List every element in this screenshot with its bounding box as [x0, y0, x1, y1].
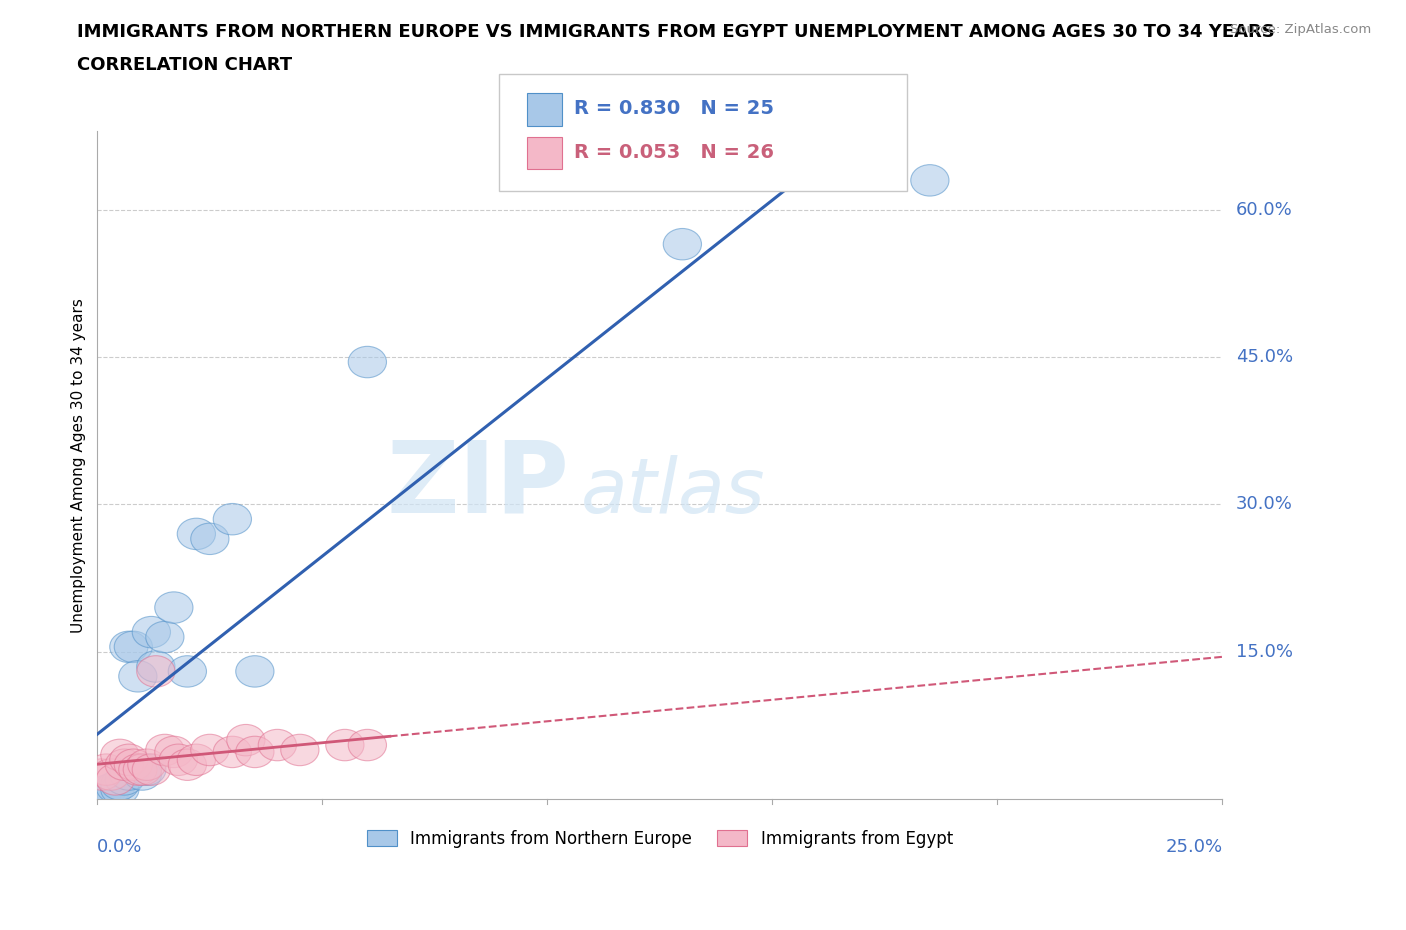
- Ellipse shape: [177, 744, 215, 776]
- Ellipse shape: [87, 754, 125, 785]
- Text: R = 0.053   N = 26: R = 0.053 N = 26: [574, 143, 773, 162]
- Ellipse shape: [91, 774, 129, 805]
- Ellipse shape: [91, 759, 129, 790]
- Ellipse shape: [664, 229, 702, 259]
- Ellipse shape: [136, 651, 174, 683]
- Text: 0.0%: 0.0%: [97, 838, 143, 857]
- Text: IMMIGRANTS FROM NORTHERN EUROPE VS IMMIGRANTS FROM EGYPT UNEMPLOYMENT AMONG AGES: IMMIGRANTS FROM NORTHERN EUROPE VS IMMIG…: [77, 23, 1275, 41]
- Ellipse shape: [911, 165, 949, 196]
- Ellipse shape: [159, 744, 197, 776]
- Text: Source: ZipAtlas.com: Source: ZipAtlas.com: [1230, 23, 1371, 36]
- Ellipse shape: [146, 621, 184, 653]
- Ellipse shape: [124, 754, 162, 785]
- Ellipse shape: [114, 631, 152, 662]
- Ellipse shape: [83, 778, 121, 810]
- Ellipse shape: [118, 660, 157, 692]
- Ellipse shape: [191, 735, 229, 765]
- Ellipse shape: [326, 729, 364, 761]
- Text: atlas: atlas: [581, 455, 766, 529]
- Ellipse shape: [132, 617, 170, 648]
- Ellipse shape: [349, 729, 387, 761]
- Ellipse shape: [101, 739, 139, 771]
- Text: 60.0%: 60.0%: [1236, 201, 1292, 219]
- Ellipse shape: [105, 749, 143, 780]
- Ellipse shape: [349, 346, 387, 378]
- Ellipse shape: [214, 503, 252, 535]
- Ellipse shape: [118, 754, 157, 785]
- Ellipse shape: [146, 735, 184, 765]
- Ellipse shape: [155, 737, 193, 767]
- Ellipse shape: [169, 749, 207, 780]
- Ellipse shape: [101, 774, 139, 805]
- Text: 30.0%: 30.0%: [1236, 496, 1292, 513]
- Ellipse shape: [169, 656, 207, 687]
- Ellipse shape: [83, 759, 121, 790]
- Legend: Immigrants from Northern Europe, Immigrants from Egypt: Immigrants from Northern Europe, Immigra…: [360, 823, 959, 854]
- Ellipse shape: [259, 729, 297, 761]
- Ellipse shape: [110, 631, 148, 662]
- Ellipse shape: [132, 754, 170, 785]
- Ellipse shape: [101, 768, 139, 800]
- Text: CORRELATION CHART: CORRELATION CHART: [77, 56, 292, 73]
- Ellipse shape: [105, 764, 143, 795]
- Text: 25.0%: 25.0%: [1166, 838, 1222, 857]
- Text: ZIP: ZIP: [387, 437, 569, 534]
- Ellipse shape: [155, 591, 193, 623]
- Ellipse shape: [236, 737, 274, 767]
- Ellipse shape: [96, 772, 135, 803]
- Ellipse shape: [191, 523, 229, 554]
- Ellipse shape: [236, 656, 274, 687]
- Ellipse shape: [96, 764, 135, 795]
- Ellipse shape: [110, 759, 148, 790]
- Ellipse shape: [226, 724, 264, 756]
- Ellipse shape: [214, 737, 252, 767]
- Text: 15.0%: 15.0%: [1236, 643, 1294, 660]
- Ellipse shape: [281, 735, 319, 765]
- Ellipse shape: [124, 759, 162, 790]
- Ellipse shape: [136, 656, 174, 687]
- Ellipse shape: [110, 744, 148, 776]
- Text: 45.0%: 45.0%: [1236, 348, 1294, 366]
- Text: R = 0.830   N = 25: R = 0.830 N = 25: [574, 100, 773, 118]
- Ellipse shape: [177, 518, 215, 550]
- Ellipse shape: [114, 749, 152, 780]
- Y-axis label: Unemployment Among Ages 30 to 34 years: Unemployment Among Ages 30 to 34 years: [72, 298, 86, 632]
- Ellipse shape: [128, 754, 166, 785]
- Ellipse shape: [128, 749, 166, 780]
- Ellipse shape: [87, 776, 125, 807]
